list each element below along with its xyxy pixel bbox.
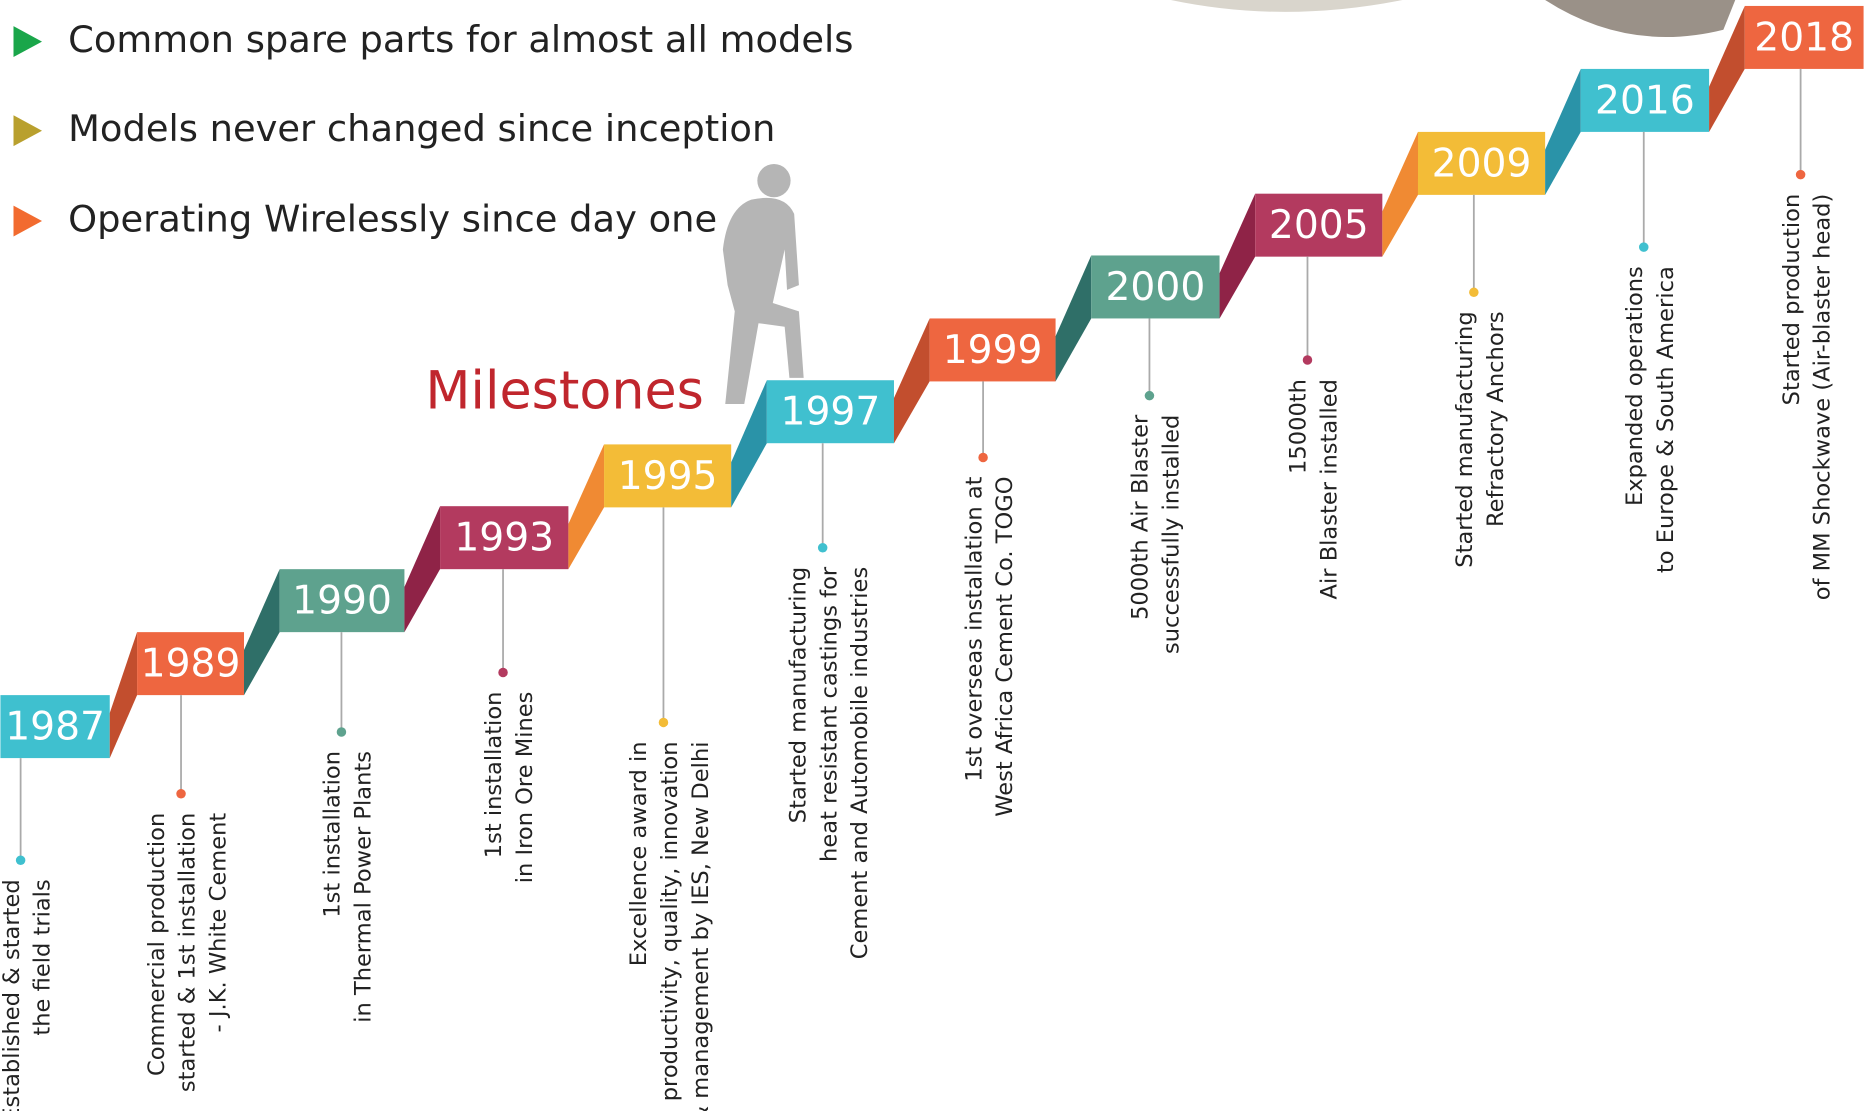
milestones-title: Milestones <box>425 360 704 421</box>
milestone-text: 1st installation <box>481 692 507 859</box>
milestone-text: - J.K. White Cement <box>206 813 232 1033</box>
drop-dot <box>16 856 26 866</box>
drop-dot <box>498 668 508 678</box>
milestone-text: in Thermal Power Plants <box>351 751 377 1023</box>
drop-dot <box>1145 391 1155 401</box>
milestone-text: 15000th <box>1286 379 1312 474</box>
photo-fragment <box>1545 0 1735 37</box>
bullet-text: Models never changed since inception <box>68 107 775 150</box>
drop-dot <box>978 453 988 463</box>
step-riser <box>894 318 930 443</box>
drop-dot <box>659 718 669 728</box>
bullet-arrow <box>13 26 42 57</box>
drop-dot <box>176 789 186 799</box>
year-label: 1999 <box>943 328 1043 373</box>
milestone-text: 5000th Air Blaster <box>1128 414 1154 620</box>
milestone-text: Excellence award in <box>626 741 652 966</box>
year-label: 2016 <box>1595 78 1695 123</box>
bullet-arrow <box>13 115 42 146</box>
milestone-text: Refractory Anchors <box>1483 311 1509 527</box>
drop-dot <box>1639 242 1649 252</box>
milestone-text: 1st overseas installation at <box>961 476 987 781</box>
step-riser <box>568 444 604 569</box>
milestone-text: of MM Shockwave (Air-blaster head) <box>1810 194 1836 601</box>
milestone-text: Cement and Automobile industries <box>847 567 873 960</box>
drop-dot <box>1469 288 1479 298</box>
photo-fragment <box>1171 0 1403 12</box>
milestone-text: Established & started <box>0 879 25 1111</box>
milestone-text: in Iron Ore Mines <box>512 692 538 884</box>
year-label: 2009 <box>1432 141 1532 186</box>
year-label: 1987 <box>5 704 105 749</box>
milestone-text: Expanded operations <box>1622 266 1648 506</box>
year-label: 1990 <box>292 579 392 624</box>
step-riser <box>1382 132 1418 257</box>
walking-figure <box>723 164 804 404</box>
year-label: 2005 <box>1269 203 1369 248</box>
year-label: 2018 <box>1754 15 1854 60</box>
year-label: 1989 <box>141 642 241 687</box>
milestone-text: & management by IES, New Delhi <box>688 741 714 1111</box>
milestone-text: to Europe & South America <box>1653 266 1679 573</box>
year-label: 2000 <box>1105 265 1205 310</box>
milestone-text: Started manufacturing <box>785 567 811 823</box>
step-riser <box>1220 194 1256 319</box>
drop-dot <box>818 543 828 553</box>
bullet-arrow <box>13 206 42 237</box>
infographic: Milestones Common spare parts for almost… <box>0 0 1864 1111</box>
bullet-text: Operating Wirelessly since day one <box>68 198 717 241</box>
milestone-text: Started manufacturing <box>1452 311 1478 567</box>
milestone-text: 1st installation <box>320 751 346 918</box>
step-riser <box>110 632 137 758</box>
milestone-text: successfully installed <box>1159 415 1185 654</box>
drop-dot <box>337 727 347 737</box>
step-riser <box>244 569 280 695</box>
milestone-text: the field trials <box>30 879 56 1035</box>
milestone-text: Started production <box>1779 194 1805 406</box>
year-label: 1995 <box>618 454 718 499</box>
milestone-text: productivity, quality, innovation <box>657 741 683 1101</box>
step-riser <box>404 506 440 632</box>
milestone-text: Commercial production <box>144 813 170 1076</box>
bullet-text: Common spare parts for almost all models <box>68 18 853 61</box>
step-riser <box>1545 69 1581 195</box>
step-riser <box>1056 255 1092 381</box>
drop-dot <box>1796 170 1806 180</box>
year-label: 1993 <box>454 516 554 561</box>
milestone-text: Air Blaster installed <box>1317 379 1343 599</box>
drop-dot <box>1303 355 1313 365</box>
year-label: 1997 <box>781 390 881 435</box>
milestone-text: heat resistant castings for <box>816 566 842 862</box>
milestone-text: started & 1st installation <box>175 813 201 1092</box>
milestone-text: West Africa Cement Co. TOGO <box>992 476 1018 816</box>
